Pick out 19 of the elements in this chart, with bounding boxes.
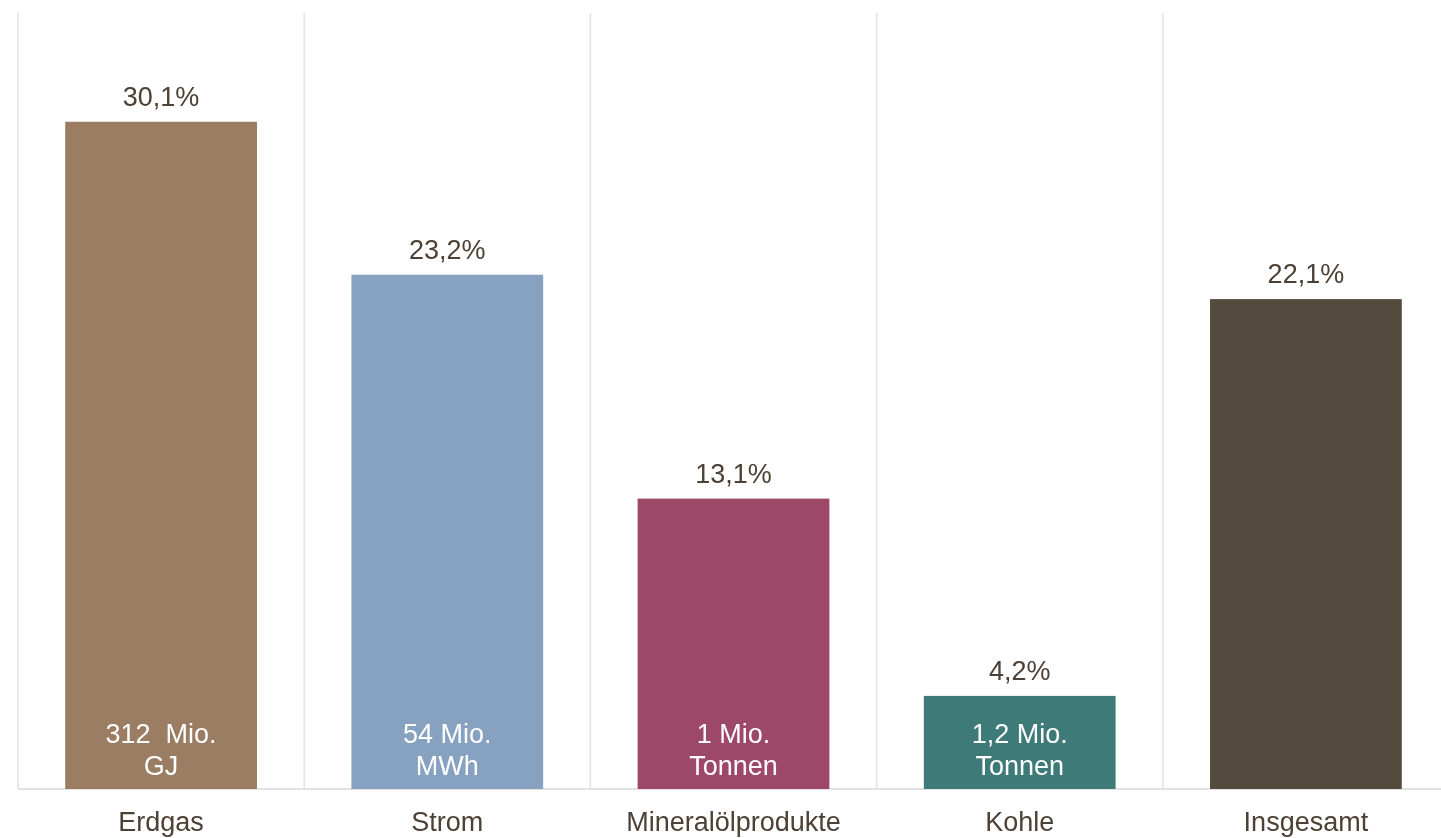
data-label: 23,2% bbox=[409, 234, 486, 265]
annotation: 312 Mio. GJ bbox=[105, 719, 217, 781]
bar bbox=[65, 121, 257, 789]
x-tick-label: Erdgas bbox=[118, 807, 204, 837]
annotation: 1,2 Mio. Tonnen bbox=[971, 719, 1068, 781]
annotation: 1 Mio. Tonnen bbox=[689, 719, 778, 781]
annotation: 54 Mio. MWh bbox=[403, 719, 492, 781]
x-tick-label: Kohle bbox=[985, 807, 1055, 837]
data-label: 13,1% bbox=[695, 458, 772, 489]
data-label: 4,2% bbox=[988, 655, 1051, 686]
bar bbox=[923, 695, 1116, 789]
bar bbox=[351, 274, 544, 789]
x-tick-label: Mineralölprodukte bbox=[626, 807, 841, 837]
data-label: 22,1% bbox=[1267, 259, 1345, 290]
x-tick-label: Strom bbox=[411, 807, 484, 837]
bar bbox=[637, 498, 830, 789]
data-label: 30,1% bbox=[122, 81, 200, 112]
bar bbox=[1210, 299, 1402, 789]
x-tick-label: Insgesamt bbox=[1243, 807, 1369, 837]
